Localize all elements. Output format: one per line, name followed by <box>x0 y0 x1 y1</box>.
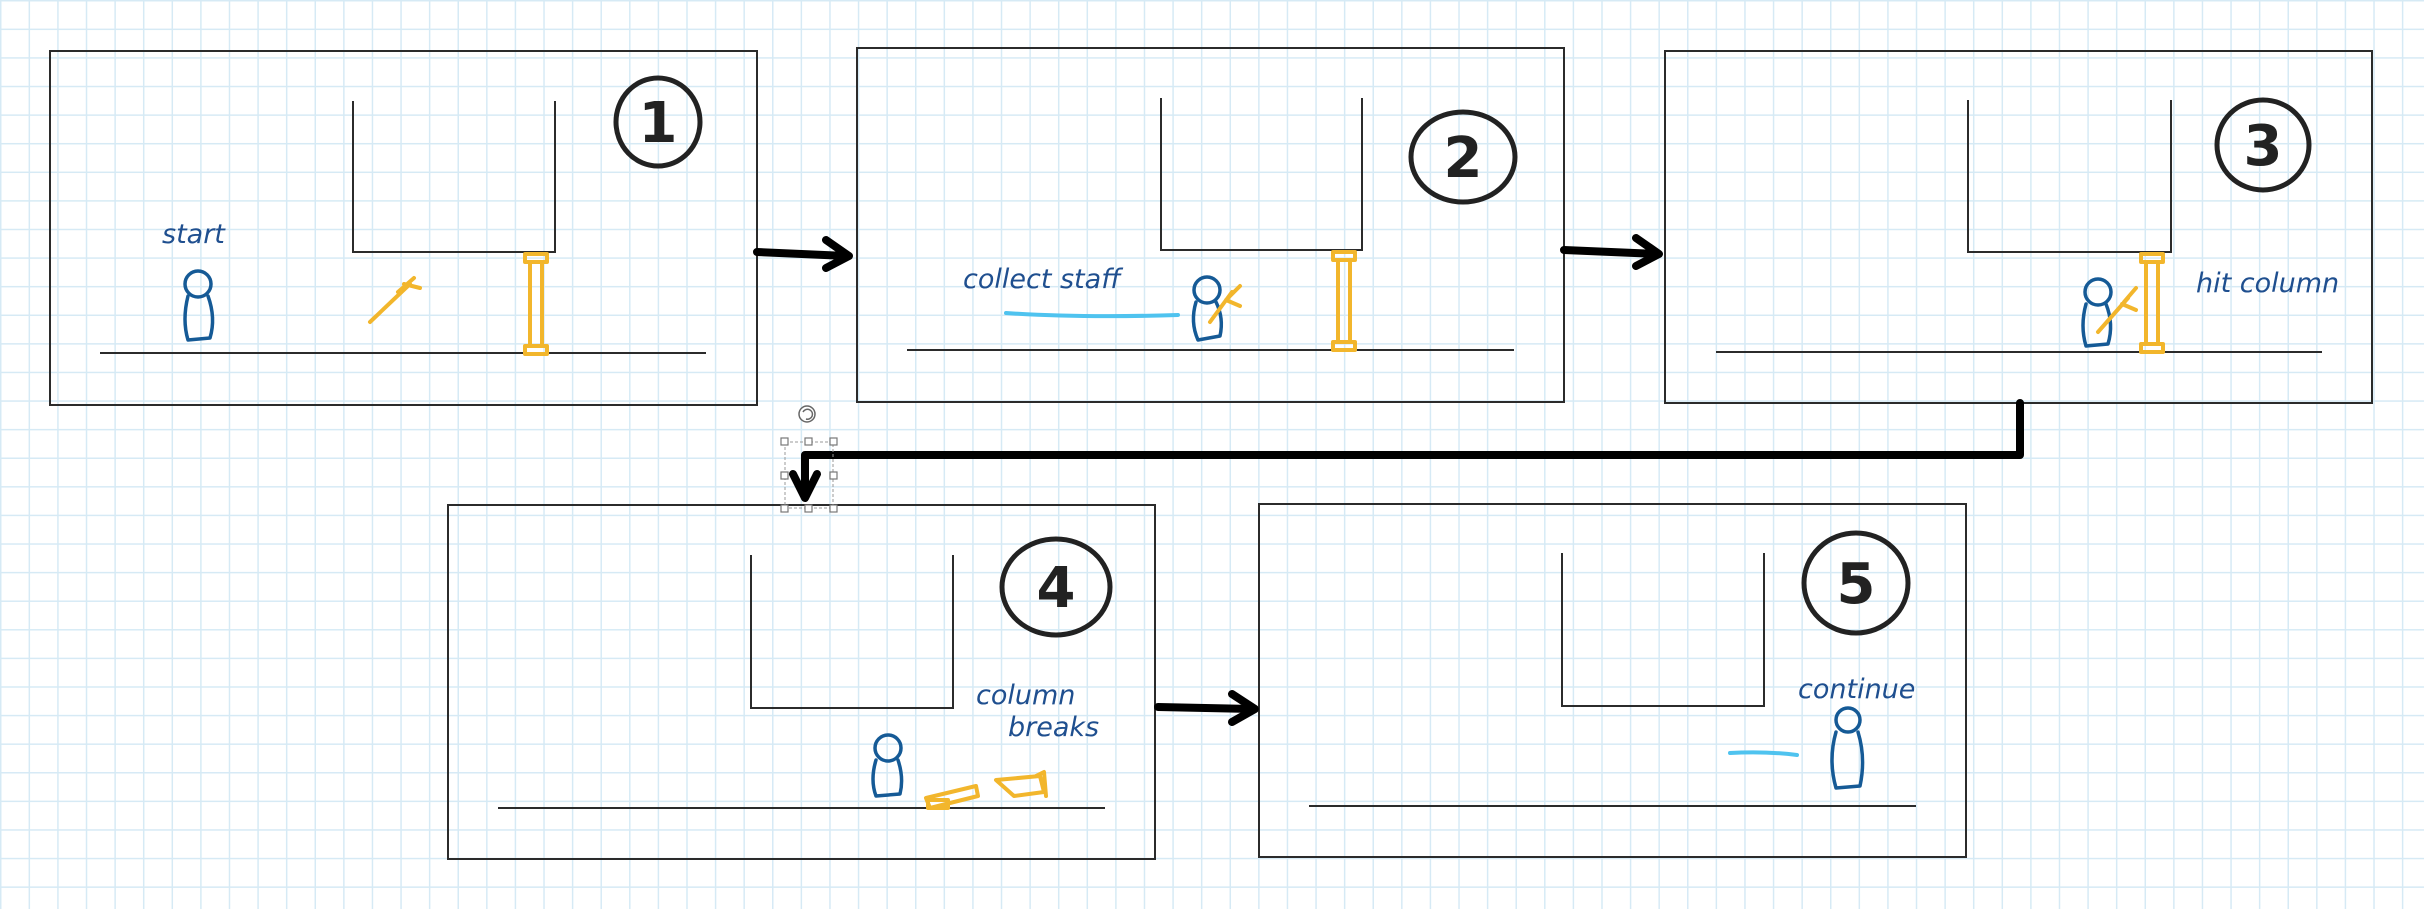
panel-3-column <box>2139 252 2165 354</box>
resize-handle-top-left[interactable] <box>780 437 789 446</box>
panel-2-person <box>1191 275 1224 342</box>
panel-2-label: collect staff <box>963 264 1123 295</box>
panel-2-frame <box>856 47 1565 403</box>
panel-5-person <box>1830 706 1865 790</box>
panel-5[interactable]: 5 continue <box>1258 503 1967 858</box>
panel-4-number: 4 <box>1037 556 1076 621</box>
panel-1-column <box>523 252 549 356</box>
arrow-1-to-2[interactable] <box>753 236 853 272</box>
panel-3-person <box>2081 277 2113 348</box>
panel-5-room-wall <box>1561 553 1765 707</box>
panel-3-number: 3 <box>2244 114 2283 179</box>
panel-5-motion-trail <box>1728 750 1799 757</box>
arrow-3-to-4[interactable] <box>789 399 2024 502</box>
selection-handles[interactable] <box>780 405 838 513</box>
panel-3-frame <box>1664 50 2373 404</box>
panel-3-staff <box>2096 286 2138 334</box>
panel-3-number-circle <box>2214 97 2312 193</box>
panel-4-label-line2: breaks <box>1008 712 1099 743</box>
panel-1-person <box>183 269 215 342</box>
arrow-2-to-3[interactable] <box>1560 234 1663 270</box>
panel-3-label: hit column <box>2196 268 2339 299</box>
panel-5-label: continue <box>1798 674 1915 705</box>
panel-4-person <box>871 733 904 798</box>
panel-3[interactable]: 3 hit column <box>1664 50 2373 404</box>
panel-1-staff <box>368 276 422 324</box>
panel-2-number-circle <box>1408 109 1518 205</box>
panel-4-frame <box>447 504 1156 860</box>
panel-2-column <box>1331 250 1357 352</box>
panel-4-room-wall <box>750 555 954 709</box>
resize-handle-top-right[interactable] <box>829 437 838 446</box>
panel-4-label-line1: column <box>976 680 1075 711</box>
panel-3-room-wall <box>1967 100 2172 253</box>
panel-4-broken-column <box>924 770 1048 810</box>
panel-1-label: start <box>162 219 226 250</box>
resize-handle-left[interactable] <box>780 471 789 480</box>
panel-4-number-circle <box>999 536 1113 638</box>
panel-1-number-circle <box>613 75 703 169</box>
arrow-4-to-5[interactable] <box>1154 690 1259 726</box>
resize-handle-top[interactable] <box>804 437 813 446</box>
panel-5-number: 5 <box>1837 552 1876 617</box>
panel-5-number-circle <box>1801 530 1911 636</box>
resize-handle-bottom[interactable] <box>804 504 813 513</box>
panel-1-room-wall <box>352 101 556 253</box>
panel-2-room-wall <box>1160 98 1363 251</box>
resize-handle-right[interactable] <box>829 471 838 480</box>
panel-4[interactable]: 4 column breaks <box>447 504 1156 860</box>
panel-2-staff <box>1208 284 1242 324</box>
panel-2-number: 2 <box>1444 126 1483 191</box>
panel-5-frame <box>1258 503 1967 858</box>
resize-handle-bottom-right[interactable] <box>829 504 838 513</box>
resize-handle-bottom-left[interactable] <box>780 504 789 513</box>
rotate-handle-icon[interactable] <box>798 405 816 423</box>
panel-2-motion-trail <box>1004 311 1180 319</box>
panel-2[interactable]: 2 collect staff <box>856 47 1565 403</box>
panel-1-frame <box>49 50 758 406</box>
panel-1[interactable]: 1 start <box>49 50 758 406</box>
panel-1-number: 1 <box>639 91 678 156</box>
